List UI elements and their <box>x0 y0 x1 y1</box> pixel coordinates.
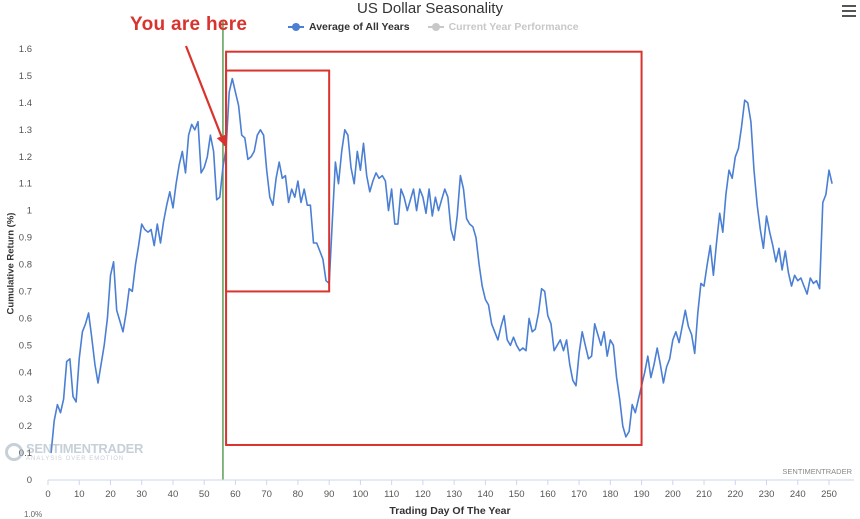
y-tick-label: 0.2 <box>19 421 32 432</box>
watermark-tagline: ANALYSIS OVER EMOTION <box>26 456 125 462</box>
x-tick-label: 80 <box>293 489 304 500</box>
y-tick-label: 0.7 <box>19 286 32 297</box>
x-axis: 0 10 20 30 40 50 60 70 80 90 100 110 120 130 140 150 160… <box>45 479 854 500</box>
highlight-box-outer <box>225 50 643 446</box>
cutoff-label: 1.0% <box>24 510 43 519</box>
chart-credit: SENTIMENTRADER <box>782 467 852 476</box>
legend-item-average[interactable]: Average of All Years <box>288 21 410 33</box>
x-tick-label: 240 <box>790 489 806 500</box>
legend-series-marker-icon <box>427 23 444 31</box>
series-layer <box>50 77 833 454</box>
hamburger-menu-icon[interactable] <box>842 5 856 17</box>
x-tick-label: 230 <box>759 489 775 500</box>
x-tick-label: 70 <box>261 489 272 500</box>
x-tick-label: 220 <box>727 489 743 500</box>
x-tick-label: 150 <box>509 489 525 500</box>
x-tick-label: 170 <box>571 489 587 500</box>
series-line-average <box>50 77 833 454</box>
y-tick-label: 0 <box>27 475 32 486</box>
legend-series-marker-icon <box>288 23 304 31</box>
x-tick-label: 250 <box>821 489 837 500</box>
y-axis-title: Cumulative Return (%) <box>5 212 17 315</box>
x-tick-label: 60 <box>230 489 241 500</box>
y-tick-label: 0.3 <box>19 394 32 405</box>
y-tick-label: 1.2 <box>19 152 32 163</box>
annotation-arrow-head-icon <box>216 134 227 146</box>
x-tick-label: 210 <box>696 489 712 500</box>
you-are-here-annotation: You are here <box>130 14 248 35</box>
y-tick-label: 1.4 <box>19 98 32 109</box>
watermark-name: SENTIMENTRADER <box>26 441 144 456</box>
x-tick-label: 0 <box>45 489 50 500</box>
y-axis: 0 0.1 0.2 0.3 0.4 0.5 0.6 0.7 0.8 0.9 1 1.1 1.2 1.3 1.… <box>19 44 32 486</box>
y-tick-label: 0.1 <box>19 448 32 459</box>
highlight-box-inner <box>225 69 331 293</box>
x-tick-label: 40 <box>168 489 179 500</box>
x-tick-label: 130 <box>446 489 462 500</box>
y-tick-label: 1.1 <box>19 179 32 190</box>
legend-item-current-year[interactable]: Current Year Performance <box>427 21 579 33</box>
x-tick-label: 100 <box>352 489 368 500</box>
x-tick-label: 200 <box>665 489 681 500</box>
y-tick-label: 1.5 <box>19 71 32 82</box>
annotation-layer <box>184 45 643 446</box>
x-tick-label: 110 <box>384 489 399 500</box>
legend-label-average: Average of All Years <box>309 21 410 33</box>
x-tick-label: 20 <box>105 489 116 500</box>
y-tick-label: 0.9 <box>19 233 32 244</box>
legend: Average of All Years Current Year Perfor… <box>288 21 579 33</box>
annotation-arrow-shaft <box>184 45 227 147</box>
x-tick-label: 140 <box>477 489 493 500</box>
x-tick-label: 50 <box>199 489 210 500</box>
y-tick-label: 1 <box>27 206 32 217</box>
x-tick-label: 120 <box>415 489 431 500</box>
x-tick-label: 190 <box>634 489 650 500</box>
y-tick-label: 0.8 <box>19 260 32 271</box>
y-tick-label: 1.6 <box>19 44 32 55</box>
y-tick-label: 0.4 <box>19 367 32 378</box>
y-tick-label: 0.5 <box>19 340 32 351</box>
x-tick-label: 160 <box>540 489 556 500</box>
x-axis-title: Trading Day Of The Year <box>389 505 511 517</box>
y-tick-label: 0.6 <box>19 313 32 324</box>
x-tick-label: 90 <box>324 489 335 500</box>
sentimentrader-logo-icon <box>5 442 23 461</box>
watermark: SENTIMENTRADER ANALYSIS OVER EMOTION <box>5 441 143 462</box>
y-tick-label: 1.3 <box>19 125 32 136</box>
legend-label-current-year: Current Year Performance <box>448 21 579 33</box>
x-tick-label: 30 <box>136 489 147 500</box>
x-tick-label: 180 <box>602 489 618 500</box>
x-tick-label: 10 <box>74 489 85 500</box>
chart-title: US Dollar Seasonality <box>357 0 503 17</box>
